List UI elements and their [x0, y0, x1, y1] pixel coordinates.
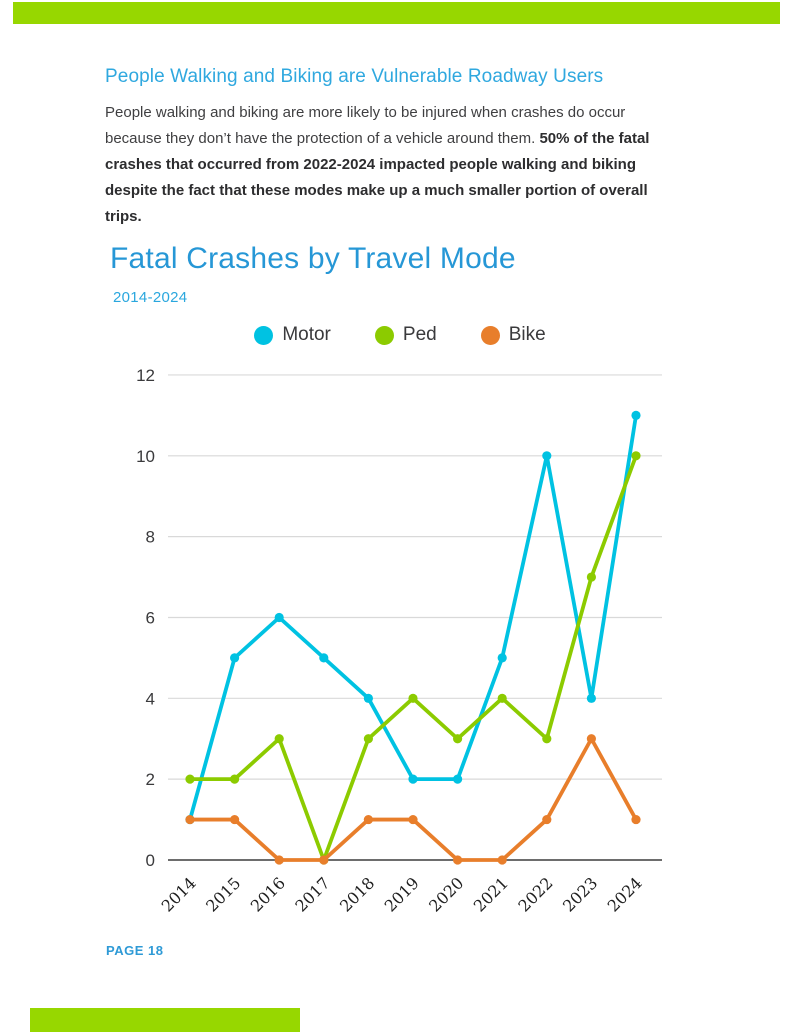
x-tick-label-2023: 2023: [559, 873, 601, 915]
point-bike-2019: [408, 814, 418, 825]
point-motor-2023: [586, 693, 596, 703]
y-tick-label-6: 6: [146, 608, 155, 627]
point-ped-2021: [497, 693, 507, 703]
x-tick-label-2019: 2019: [381, 873, 423, 915]
point-motor-2017: [319, 653, 329, 663]
point-bike-2023: [586, 734, 596, 744]
chart-legend: Motor Ped Bike: [120, 324, 680, 346]
chart-title: Fatal Crashes by Travel Mode: [110, 242, 516, 275]
point-motor-2015: [230, 653, 240, 663]
line-ped: [188, 453, 638, 862]
y-tick-label-0: 0: [146, 851, 155, 870]
point-bike-2016: [274, 855, 284, 865]
section-heading: People Walking and Biking are Vulnerable…: [105, 66, 604, 87]
point-motor-2024: [631, 410, 641, 420]
x-tick-label-2018: 2018: [336, 873, 378, 915]
x-tick-label-2016: 2016: [247, 873, 289, 915]
point-ped-2023: [586, 572, 596, 582]
y-tick-label-4: 4: [146, 689, 155, 708]
legend-item-ped: Ped: [374, 324, 437, 346]
chart-subtitle: 2014-2024: [113, 289, 188, 306]
point-bike-2022: [542, 814, 552, 825]
point-ped-2016: [274, 734, 284, 744]
intro-text-regular: People walking and biking are more likel…: [105, 104, 626, 147]
legend-item-bike: Bike: [480, 324, 546, 346]
intro-paragraph: People walking and biking are more likel…: [105, 100, 683, 230]
legend-label-motor: Motor: [282, 324, 331, 345]
point-motor-2018: [363, 693, 373, 703]
x-tick-label-2021: 2021: [470, 873, 512, 915]
point-bike-2021: [497, 855, 507, 865]
x-tick-label-2014: 2014: [158, 873, 200, 915]
point-motor-2016: [274, 612, 284, 623]
point-bike-2020: [453, 855, 463, 865]
point-bike-2015: [230, 814, 240, 825]
y-tick-label-8: 8: [146, 528, 155, 547]
point-bike-2018: [363, 814, 373, 825]
x-tick-label-2017: 2017: [291, 873, 333, 915]
x-tick-label-2022: 2022: [514, 873, 556, 915]
point-ped-2020: [453, 734, 463, 744]
point-ped-2022: [542, 734, 552, 744]
top-accent-bar: [13, 2, 780, 24]
legend-dot-bike: [480, 325, 500, 345]
legend-item-motor: Motor: [254, 324, 331, 346]
point-ped-2024: [631, 451, 641, 461]
point-bike-2014: [185, 814, 195, 825]
x-tick-label-2024: 2024: [604, 873, 646, 915]
y-tick-label-10: 10: [136, 447, 155, 466]
point-ped-2018: [363, 734, 373, 744]
legend-dot-motor: [254, 325, 274, 345]
x-tick-label-2020: 2020: [425, 873, 467, 915]
point-bike-2024: [631, 814, 641, 825]
point-ped-2019: [408, 693, 418, 703]
point-motor-2022: [542, 451, 552, 461]
point-ped-2014: [185, 774, 195, 784]
point-motor-2019: [408, 774, 418, 784]
y-tick-label-2: 2: [146, 770, 155, 789]
bottom-accent-bar: [30, 1008, 300, 1032]
point-bike-2017: [319, 855, 329, 865]
point-motor-2021: [497, 653, 507, 663]
x-tick-label-2015: 2015: [202, 873, 244, 915]
legend-label-bike: Bike: [508, 324, 546, 345]
legend-label-ped: Ped: [402, 324, 437, 345]
intro-text-bold: 50% of the fatal crashes that occurred f…: [105, 130, 650, 225]
point-motor-2020: [453, 774, 463, 784]
page-number: PAGE 18: [106, 943, 164, 958]
y-tick-label-12: 12: [136, 366, 155, 385]
legend-dot-ped: [374, 325, 394, 345]
point-ped-2015: [230, 774, 240, 784]
